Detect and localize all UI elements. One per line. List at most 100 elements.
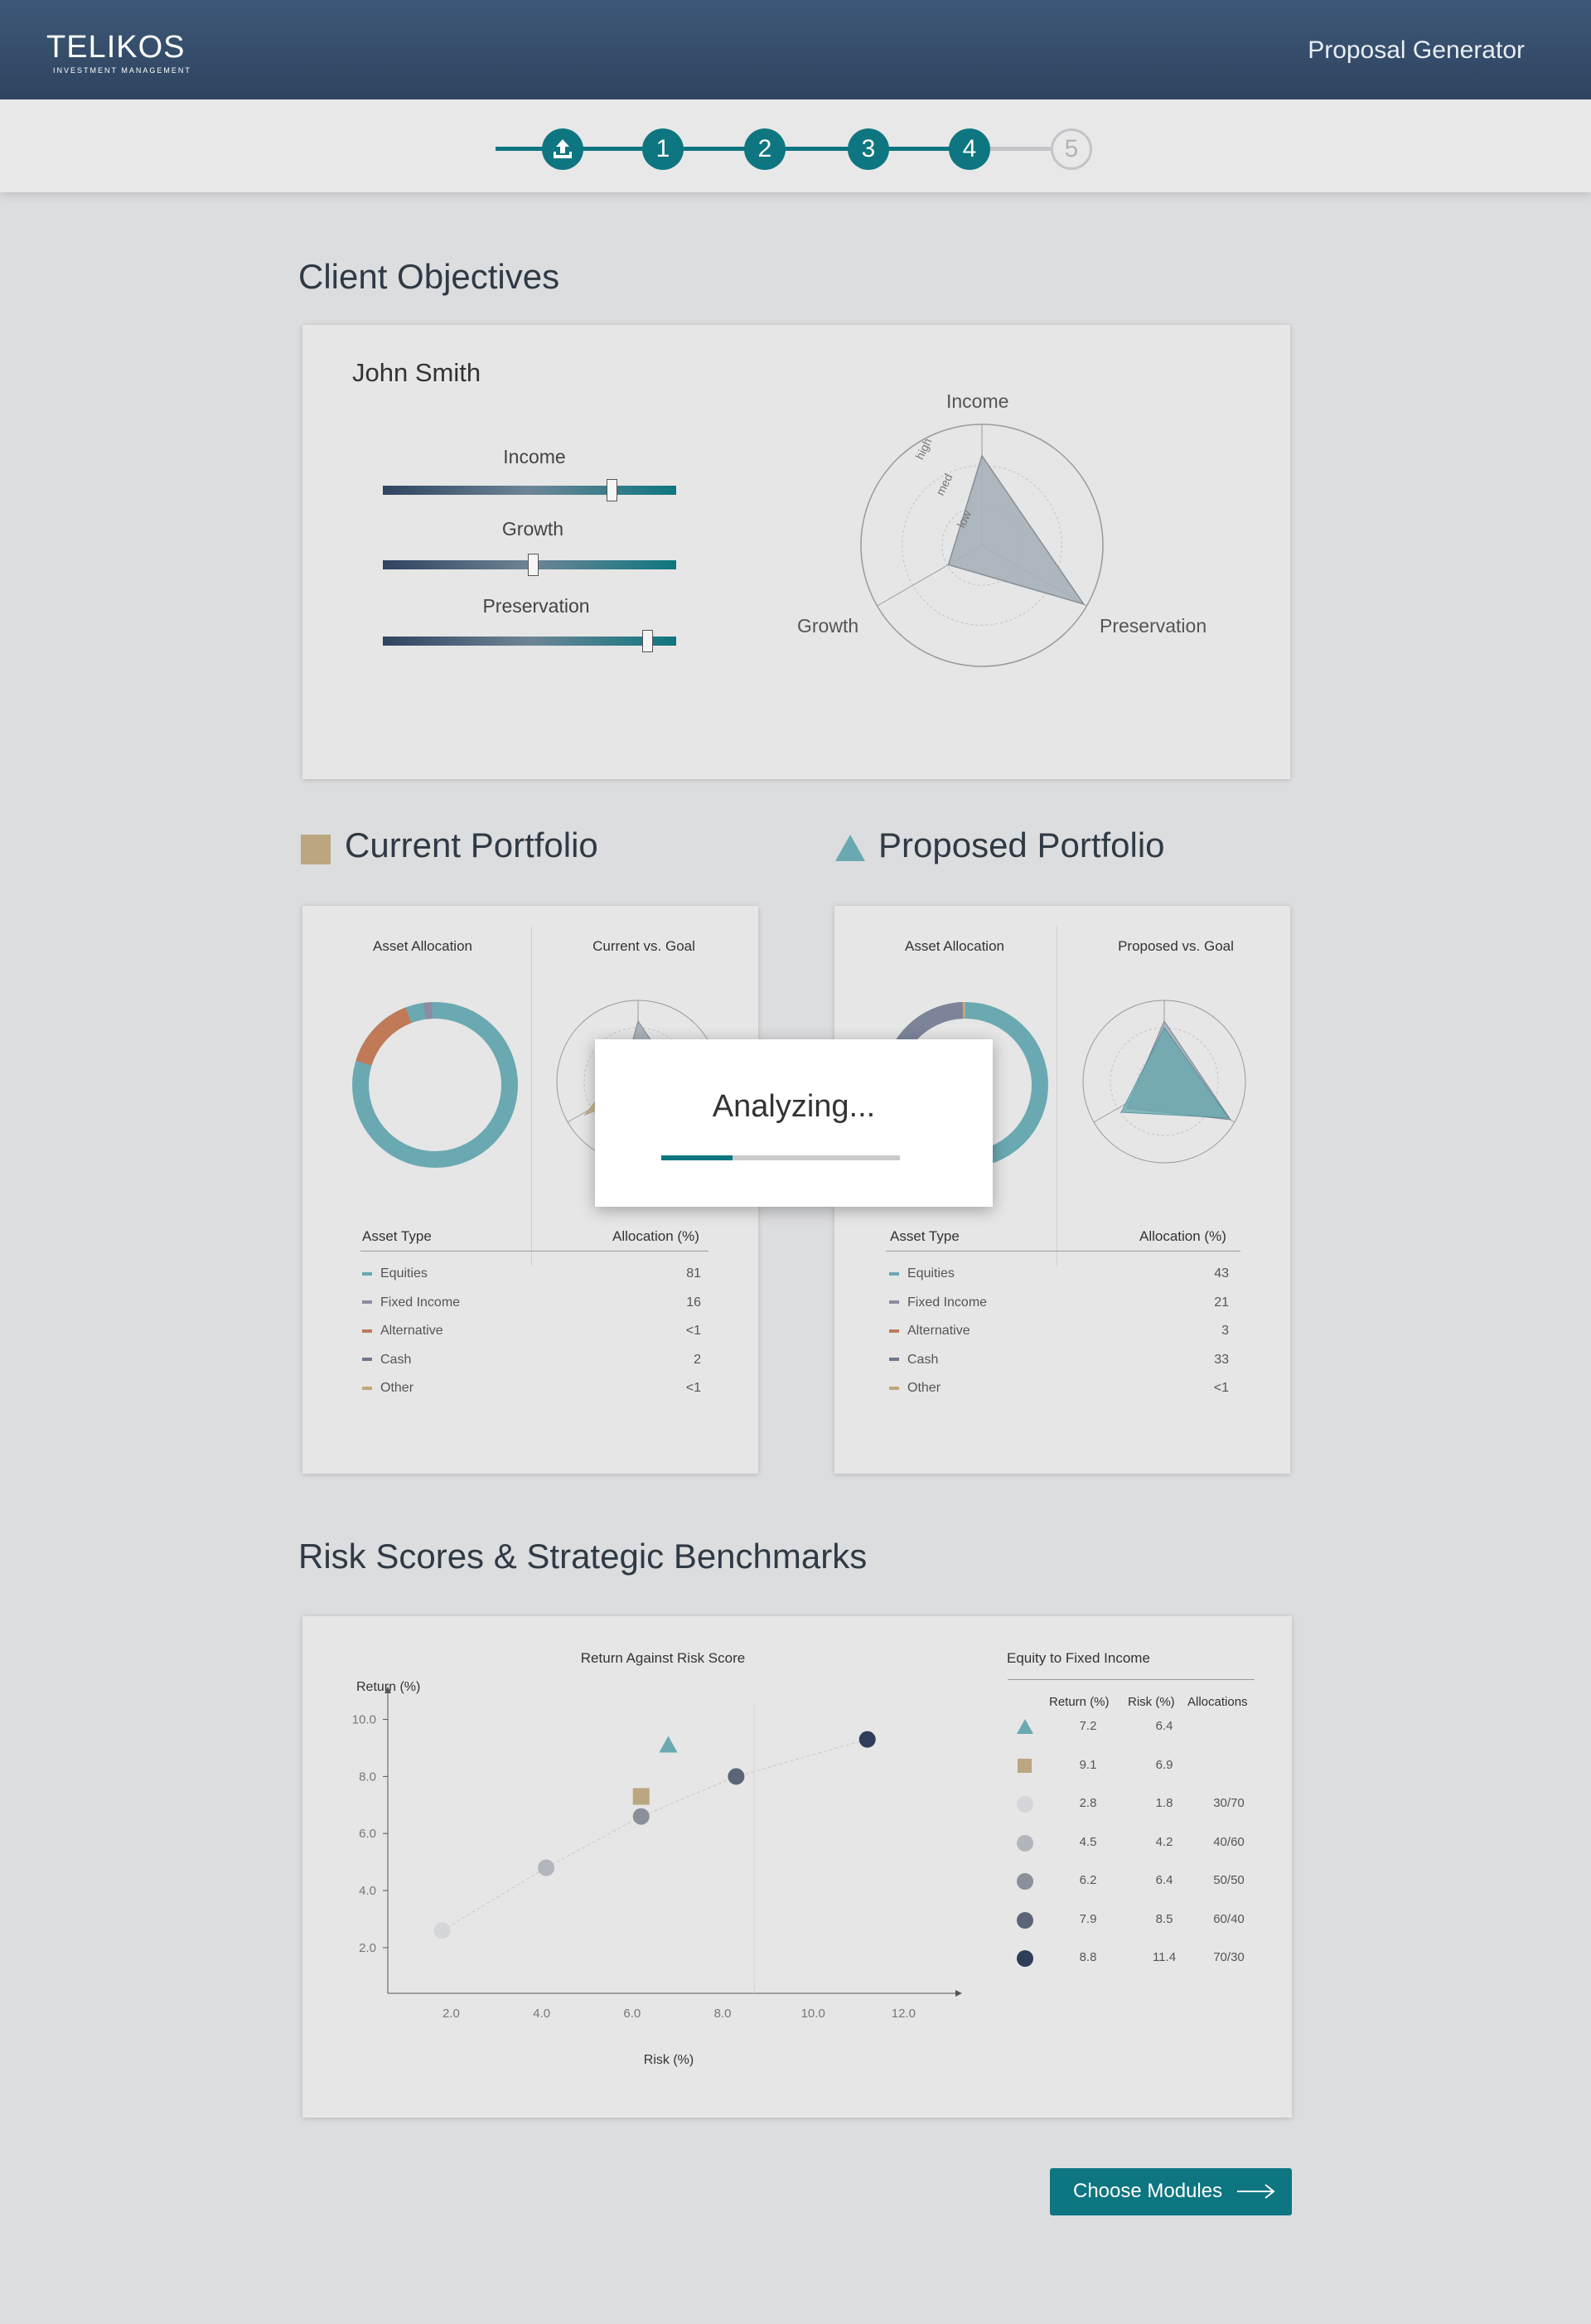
x-tick-label: 12.0 [892, 2007, 916, 2021]
benchmark-return-cell: 2.8 [1079, 1796, 1097, 1810]
asset-type-label: Equities [907, 1266, 955, 1281]
y-axis-label: Return (%) [356, 1680, 420, 1694]
proposed-table-header-type: Asset Type [890, 1228, 960, 1244]
radar-ring [902, 465, 1062, 626]
allocation-row: Equities [362, 1266, 428, 1281]
growth-slider-handle[interactable] [527, 554, 539, 576]
step-1[interactable]: 1 [642, 128, 684, 170]
current-table-header-type: Asset Type [362, 1228, 432, 1244]
x-tick-label: 4.0 [533, 2007, 550, 2021]
proposed-table-header-alloc: Allocation (%) [1139, 1228, 1226, 1244]
asset-type-label: Fixed Income [907, 1295, 988, 1310]
step-2[interactable]: 2 [744, 128, 786, 170]
circle-marker-icon [1017, 1950, 1033, 1967]
current-asset-allocation-title: Asset Allocation [372, 938, 472, 954]
circle-marker-icon [1017, 1834, 1033, 1852]
benchmark-risk-cell: 8.5 [1155, 1911, 1173, 1926]
current-portfolio-heading: Current Portfolio [345, 826, 598, 864]
benchmark-risk-cell: 6.4 [1155, 1719, 1173, 1733]
scatter-point [632, 1808, 650, 1825]
benchmark-alloc-cell: 50/50 [1213, 1873, 1245, 1887]
proposed-vs-goal-title: Proposed vs. Goal [1118, 938, 1234, 954]
x-axis-arrow [955, 1990, 962, 1997]
step-progress-bar: 1 2 3 4 5 [0, 99, 1591, 192]
step-4[interactable]: 4 [949, 128, 990, 170]
y-tick-label: 6.0 [359, 1827, 376, 1841]
benchmark-alloc-cell: 60/40 [1213, 1911, 1245, 1926]
benchmark-risk-cell: 1.8 [1155, 1796, 1173, 1810]
benchmark-header-return: Return (%) [1049, 1695, 1110, 1709]
scatter-point-proposed [659, 1736, 678, 1753]
asset-type-label: Other [907, 1381, 941, 1395]
benchmark-return-cell: 7.9 [1079, 1911, 1097, 1926]
arrow-right-icon [1237, 2184, 1275, 2199]
benchmark-trend-line [442, 1739, 868, 1931]
growth-slider[interactable] [383, 554, 676, 576]
table-rule [360, 1251, 708, 1252]
legend-swatch [362, 1358, 372, 1362]
y-tick-label: 2.0 [359, 1941, 376, 1955]
allocation-value: 21 [1214, 1295, 1229, 1310]
legend-swatch [889, 1329, 899, 1333]
benchmark-risk-cell: 4.2 [1155, 1834, 1173, 1849]
triangle-marker-icon [1017, 1719, 1033, 1734]
income-slider-label: Income [503, 446, 566, 467]
step-upload[interactable] [542, 128, 583, 170]
allocation-value: 3 [1221, 1324, 1229, 1338]
circle-marker-icon [1017, 1911, 1033, 1929]
step-5[interactable]: 5 [1051, 128, 1092, 170]
legend-swatch [889, 1358, 899, 1362]
page-title: Proposal Generator [1308, 36, 1525, 64]
analyzing-text: Analyzing... [712, 1089, 876, 1124]
table-rule [1008, 1679, 1255, 1680]
client-objectives-card: John Smith Income Growth Preservation In… [302, 325, 1290, 779]
current-portfolio-square-icon [301, 835, 331, 864]
x-tick-label: 6.0 [623, 2007, 641, 2021]
y-tick-label: 10.0 [352, 1713, 376, 1727]
asset-type-label: Cash [907, 1352, 939, 1367]
step-3[interactable]: 3 [848, 128, 889, 170]
income-slider[interactable] [383, 479, 676, 501]
allocation-row: Other [889, 1381, 941, 1396]
choose-modules-button[interactable]: Choose Modules [1050, 2168, 1292, 2215]
benchmark-alloc-cell: 40/60 [1213, 1834, 1245, 1849]
allocation-row: Cash [362, 1353, 411, 1368]
legend-swatch [362, 1386, 372, 1390]
radar-ring-label: med [933, 472, 955, 497]
asset-type-label: Alternative [380, 1324, 443, 1338]
allocation-value: <1 [1213, 1381, 1229, 1395]
benchmark-return-cell: 7.2 [1079, 1719, 1097, 1733]
income-slider-handle[interactable] [607, 479, 618, 501]
asset-type-label: Alternative [907, 1324, 970, 1338]
legend-swatch [362, 1300, 372, 1305]
benchmark-risk-cell: 6.4 [1155, 1873, 1173, 1887]
y-axis-arrow [384, 1687, 391, 1693]
current-table-header-alloc: Allocation (%) [612, 1228, 699, 1244]
allocation-row: Alternative [362, 1324, 443, 1339]
divider [531, 927, 532, 1266]
benchmark-header-risk: Risk (%) [1128, 1695, 1175, 1709]
radar-label-income: Income [946, 390, 1009, 412]
current-vs-goal-title: Current vs. Goal [592, 938, 695, 954]
app-header: TELIKOS INVESTMENT MANAGEMENT Proposal G… [0, 0, 1591, 99]
proposed-asset-allocation-title: Asset Allocation [904, 938, 1004, 954]
scatter-point [858, 1731, 876, 1748]
table-rule [886, 1251, 1240, 1252]
circle-marker-icon [1017, 1796, 1033, 1813]
preservation-slider-handle[interactable] [641, 630, 653, 652]
square-marker-icon [1018, 1758, 1032, 1773]
radar-label-preservation: Preservation [1100, 615, 1207, 637]
legend-swatch [889, 1300, 899, 1305]
telikos-logo[interactable]: TELIKOS INVESTMENT MANAGEMENT [46, 31, 191, 75]
radar-objectives-shape [947, 454, 1086, 606]
asset-type-label: Other [380, 1381, 414, 1395]
upload-icon [554, 139, 572, 158]
legend-swatch [362, 1271, 372, 1276]
y-tick-label: 8.0 [359, 1770, 376, 1784]
legend-swatch [889, 1271, 899, 1276]
allocation-value: 16 [686, 1295, 701, 1310]
preservation-slider[interactable] [383, 630, 676, 652]
allocation-row: Other [362, 1381, 413, 1396]
legend-swatch [889, 1386, 899, 1390]
